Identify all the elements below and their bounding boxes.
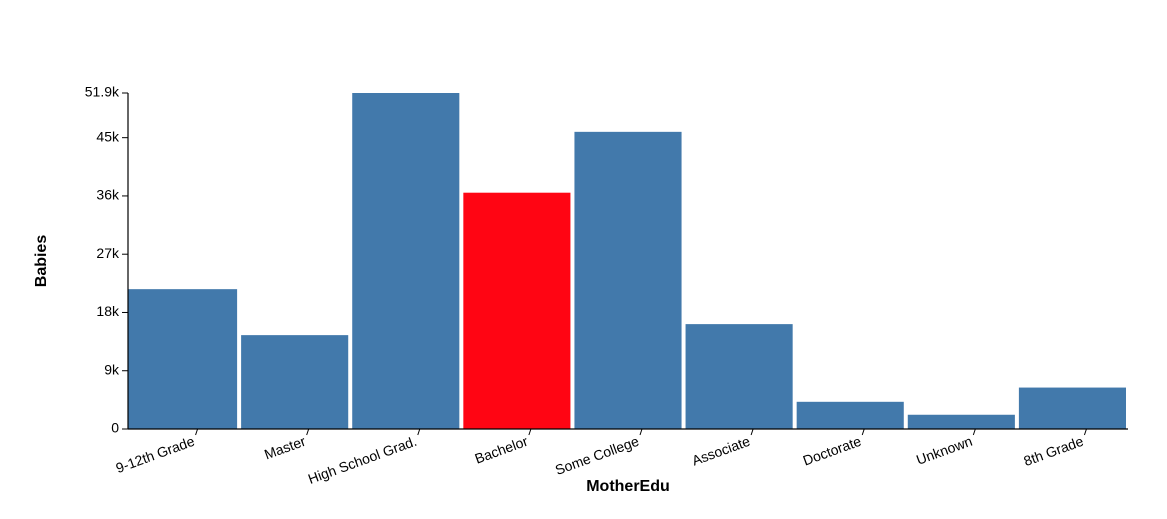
x-tick-mark	[750, 428, 754, 436]
bar-some-college[interactable]	[574, 131, 682, 429]
x-tick-mark	[195, 428, 199, 436]
x-tick-mark	[861, 428, 865, 436]
y-tick-label: 0	[111, 420, 119, 436]
y-tick-label: 9k	[104, 361, 120, 377]
x-tick-mark	[1083, 428, 1087, 436]
bar-9-12th-grade[interactable]	[128, 289, 238, 429]
bar-bachelor[interactable]	[463, 192, 571, 429]
y-axis-title: Babies	[33, 235, 50, 288]
y-tick-label: 18k	[96, 303, 120, 319]
x-tick-label: Some College	[553, 433, 641, 478]
bar-doctorate[interactable]	[796, 401, 904, 429]
bar-associate[interactable]	[685, 324, 793, 429]
x-tick-label: Bachelor	[473, 433, 531, 467]
bar-unknown[interactable]	[907, 414, 1015, 429]
y-tick-label: 51.9k	[85, 84, 120, 100]
x-tick-mark	[528, 428, 532, 436]
x-tick-label: Unknown	[914, 433, 974, 468]
x-tick-label: Doctorate	[801, 433, 864, 469]
bar-8th-grade[interactable]	[1018, 387, 1126, 429]
x-tick-label: High School Grad.	[306, 433, 419, 487]
y-tick-label: 27k	[96, 245, 120, 261]
x-axis-title: MotherEdu	[586, 478, 670, 495]
x-tick-mark	[417, 428, 421, 436]
x-tick-label: Associate	[690, 433, 753, 469]
bar-high-school-grad[interactable]	[352, 93, 460, 429]
x-tick-label: 8th Grade	[1021, 433, 1085, 469]
bar-master[interactable]	[241, 335, 349, 429]
bars-layer	[128, 93, 1126, 429]
x-tick-label: Master	[262, 433, 308, 463]
y-tick-label: 45k	[96, 128, 120, 144]
x-tick-mark	[972, 428, 976, 436]
y-tick-label: 36k	[96, 187, 120, 203]
x-tick-label: 9-12th Grade	[114, 433, 197, 476]
x-tick-mark	[639, 428, 643, 436]
y-axis: 0 9k 18k 27k 36k 45k 51.9k	[85, 84, 129, 436]
x-tick-mark	[306, 428, 310, 436]
